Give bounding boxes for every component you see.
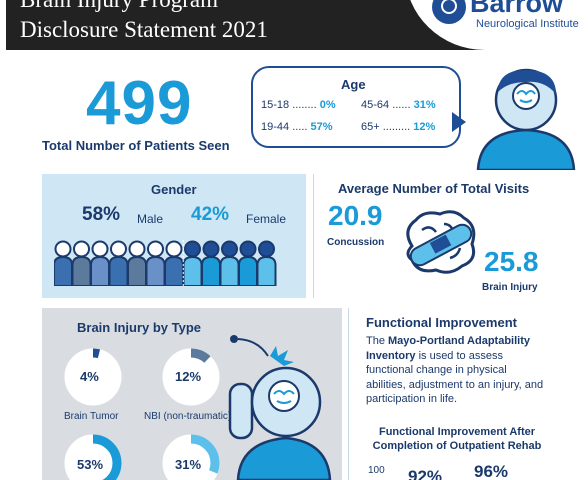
- female-person-icon: [182, 240, 203, 286]
- male-person-icon: [54, 240, 73, 286]
- visits-title: Average Number of Total Visits: [338, 181, 530, 196]
- visits-divider: [313, 174, 314, 298]
- person-head-injury-icon: [228, 335, 332, 480]
- male-person-icon: [127, 240, 147, 286]
- ring-label-nbi: NBI (non-traumatic): [144, 411, 232, 422]
- male-pct: 58%: [82, 204, 121, 225]
- ring-brain-tumor: [64, 348, 122, 406]
- male-person-icon: [71, 240, 92, 286]
- total-patients-label: Total Number of Patients Seen: [42, 138, 230, 153]
- ring-value-arc: [162, 348, 220, 406]
- age-row-45-64: 45-64 ...... 31%: [361, 99, 436, 111]
- ring-pct-3: 31%: [175, 457, 202, 472]
- functional-value-2: 96%: [474, 462, 509, 480]
- people-row: [54, 240, 277, 286]
- female-person-icon: [238, 240, 258, 286]
- male-person-icon: [108, 240, 129, 286]
- ring-value-arc: [64, 434, 122, 480]
- male-label: Male: [137, 212, 164, 226]
- header-title-line1: Brain Injury Program: [20, 0, 218, 12]
- brain-injury-label: Brain Injury: [482, 282, 538, 293]
- ring-value-arc: [162, 434, 220, 480]
- male-person-icon: [164, 240, 184, 286]
- functional-subtitle: Functional Improvement After Completion …: [372, 426, 542, 452]
- female-person-icon: [256, 240, 277, 286]
- concussion-value: 20.9: [328, 200, 383, 231]
- gender-title: Gender: [151, 182, 197, 197]
- female-label: Female: [246, 212, 287, 226]
- ring-pct-1: 12%: [175, 369, 202, 384]
- functional-body: The Mayo-Portland Adaptability Inventory…: [366, 335, 544, 405]
- speech-tail-icon: [452, 112, 466, 132]
- functional-title: Functional Improvement: [366, 315, 517, 330]
- person-thinking-icon: [476, 68, 576, 170]
- logo-subtitle: Neurological Institute: [476, 18, 579, 30]
- ring-pct-0: 4%: [80, 369, 99, 384]
- ring-nbi: [162, 348, 220, 406]
- age-row-65plus: 65+ ......... 12%: [361, 121, 436, 133]
- ring-value-arc: [64, 348, 122, 406]
- ring-type-4: [162, 434, 220, 480]
- total-patients-number: 499: [86, 69, 193, 138]
- logo-word: Barrow: [470, 0, 564, 18]
- male-person-icon: [90, 240, 110, 286]
- ring-pct-2: 53%: [77, 457, 104, 472]
- functional-axis-top: 100: [368, 465, 385, 476]
- age-row-19-44: 19-44 ..... 57%: [261, 121, 333, 133]
- age-row-15-18: 15-18 ........ 0%: [261, 99, 336, 111]
- ring-type-3: [64, 434, 122, 480]
- ring-label-brain-tumor: Brain Tumor: [64, 411, 119, 422]
- age-bubble: [251, 66, 461, 148]
- male-person-icon: [145, 240, 166, 286]
- female-person-icon: [201, 240, 221, 286]
- female-pct: 42%: [191, 204, 230, 225]
- age-title: Age: [341, 77, 366, 92]
- brain-injury-value: 25.8: [484, 246, 539, 277]
- concussion-label: Concussion: [327, 237, 385, 248]
- bandaged-brain-icon: [406, 210, 476, 274]
- functional-value-1: 92%: [408, 467, 443, 480]
- injury-type-title: Brain Injury by Type: [77, 320, 202, 335]
- functional-divider: [348, 308, 349, 480]
- header-title-line2: Disclosure Statement 2021: [20, 17, 268, 42]
- female-person-icon: [219, 240, 240, 286]
